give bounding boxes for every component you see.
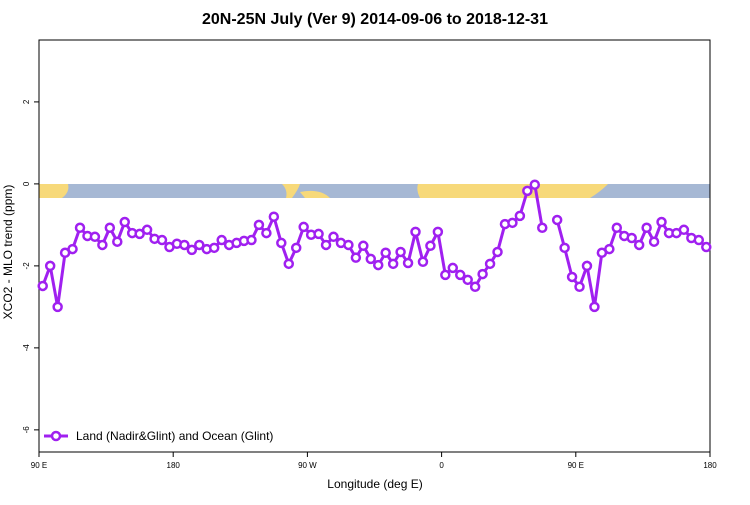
y-tick-label: -2 [22,262,31,270]
data-point [417,256,429,268]
data-point [648,236,660,247]
legend-marker [50,430,62,442]
data-point [447,262,459,274]
x-tick-label: 0 [439,461,444,470]
data-point [134,228,145,240]
data-point [67,243,78,255]
data-point [156,234,168,246]
data-point [693,234,705,246]
data-point [298,221,309,233]
data-point [454,269,466,281]
data-point [179,239,190,251]
data-point [507,217,518,229]
data-point [484,258,496,270]
data-point [350,252,362,263]
data-point [537,222,548,234]
chart-title: 20N-25N July (Ver 9) 2014-09-06 to 2018-… [202,11,548,28]
data-point [559,242,570,254]
data-point [469,281,481,293]
x-tick-label: 180 [703,461,717,470]
data-point [395,246,406,258]
data-point [425,240,436,252]
data-point [186,244,198,256]
data-point [313,228,324,240]
data-point [276,237,287,249]
land [282,184,300,198]
data-point [320,239,332,251]
data-point [440,269,451,281]
y-axis-label: XCO2 - MLO trend (ppm) [1,185,15,320]
map-strip [39,184,710,198]
data-point [97,239,108,251]
data-point [365,253,377,265]
data-point [261,227,272,239]
x-tick-label: 90 E [568,461,584,470]
ocean-band [39,184,710,198]
data-point [37,280,48,292]
data-point [208,242,220,254]
data-point [112,236,123,247]
data-point [611,222,623,234]
data-point [119,216,130,228]
data-point [522,185,533,197]
data-point [633,239,645,251]
data-point [372,259,384,271]
y-tick-label: -4 [22,344,31,352]
data-point [626,232,637,244]
land [417,184,608,198]
data-point [477,268,488,280]
data-point [253,219,265,231]
data-point [701,241,712,253]
data-point [216,234,227,246]
data-point [432,226,444,238]
x-axis-label: Longitude (deg E) [327,477,422,491]
data-point [141,224,153,236]
data-point [589,301,600,313]
y-tick-label: -6 [22,426,31,434]
data-point [290,242,302,254]
data-point [529,179,541,190]
data-point [44,260,56,272]
data-point [358,240,369,252]
data-point [387,258,399,270]
data-point [678,224,690,236]
x-tick-label: 90 E [31,461,47,470]
data-point [402,257,414,269]
data-point [246,234,257,246]
land [39,184,69,198]
data-point [514,210,526,222]
data-point [268,211,280,222]
data-point [328,231,339,243]
y-tick-label: 0 [22,181,31,186]
data-point [283,258,295,270]
data-point [462,274,473,286]
data-point [89,231,101,243]
legend: Land (Nadir&Glint) and Ocean (Glint) [44,429,273,443]
data-point [380,247,391,259]
x-tick-label: 180 [167,461,181,470]
data-point [566,271,578,283]
data-point [194,239,205,251]
land [300,190,330,198]
data-point [656,216,667,228]
y-tick-label: 2 [22,99,31,104]
data-point [581,260,593,272]
data-point [52,301,63,313]
data-point [410,226,421,238]
data-point [641,222,652,234]
data-point [74,222,86,234]
data-point [492,246,503,258]
data-point [104,222,116,234]
legend-label: Land (Nadir&Glint) and Ocean (Glint) [76,429,273,443]
data-point [343,239,354,251]
data-point [574,281,585,293]
data-point [604,243,615,255]
data-point [551,214,563,226]
x-tick-label: 90 W [298,461,317,470]
